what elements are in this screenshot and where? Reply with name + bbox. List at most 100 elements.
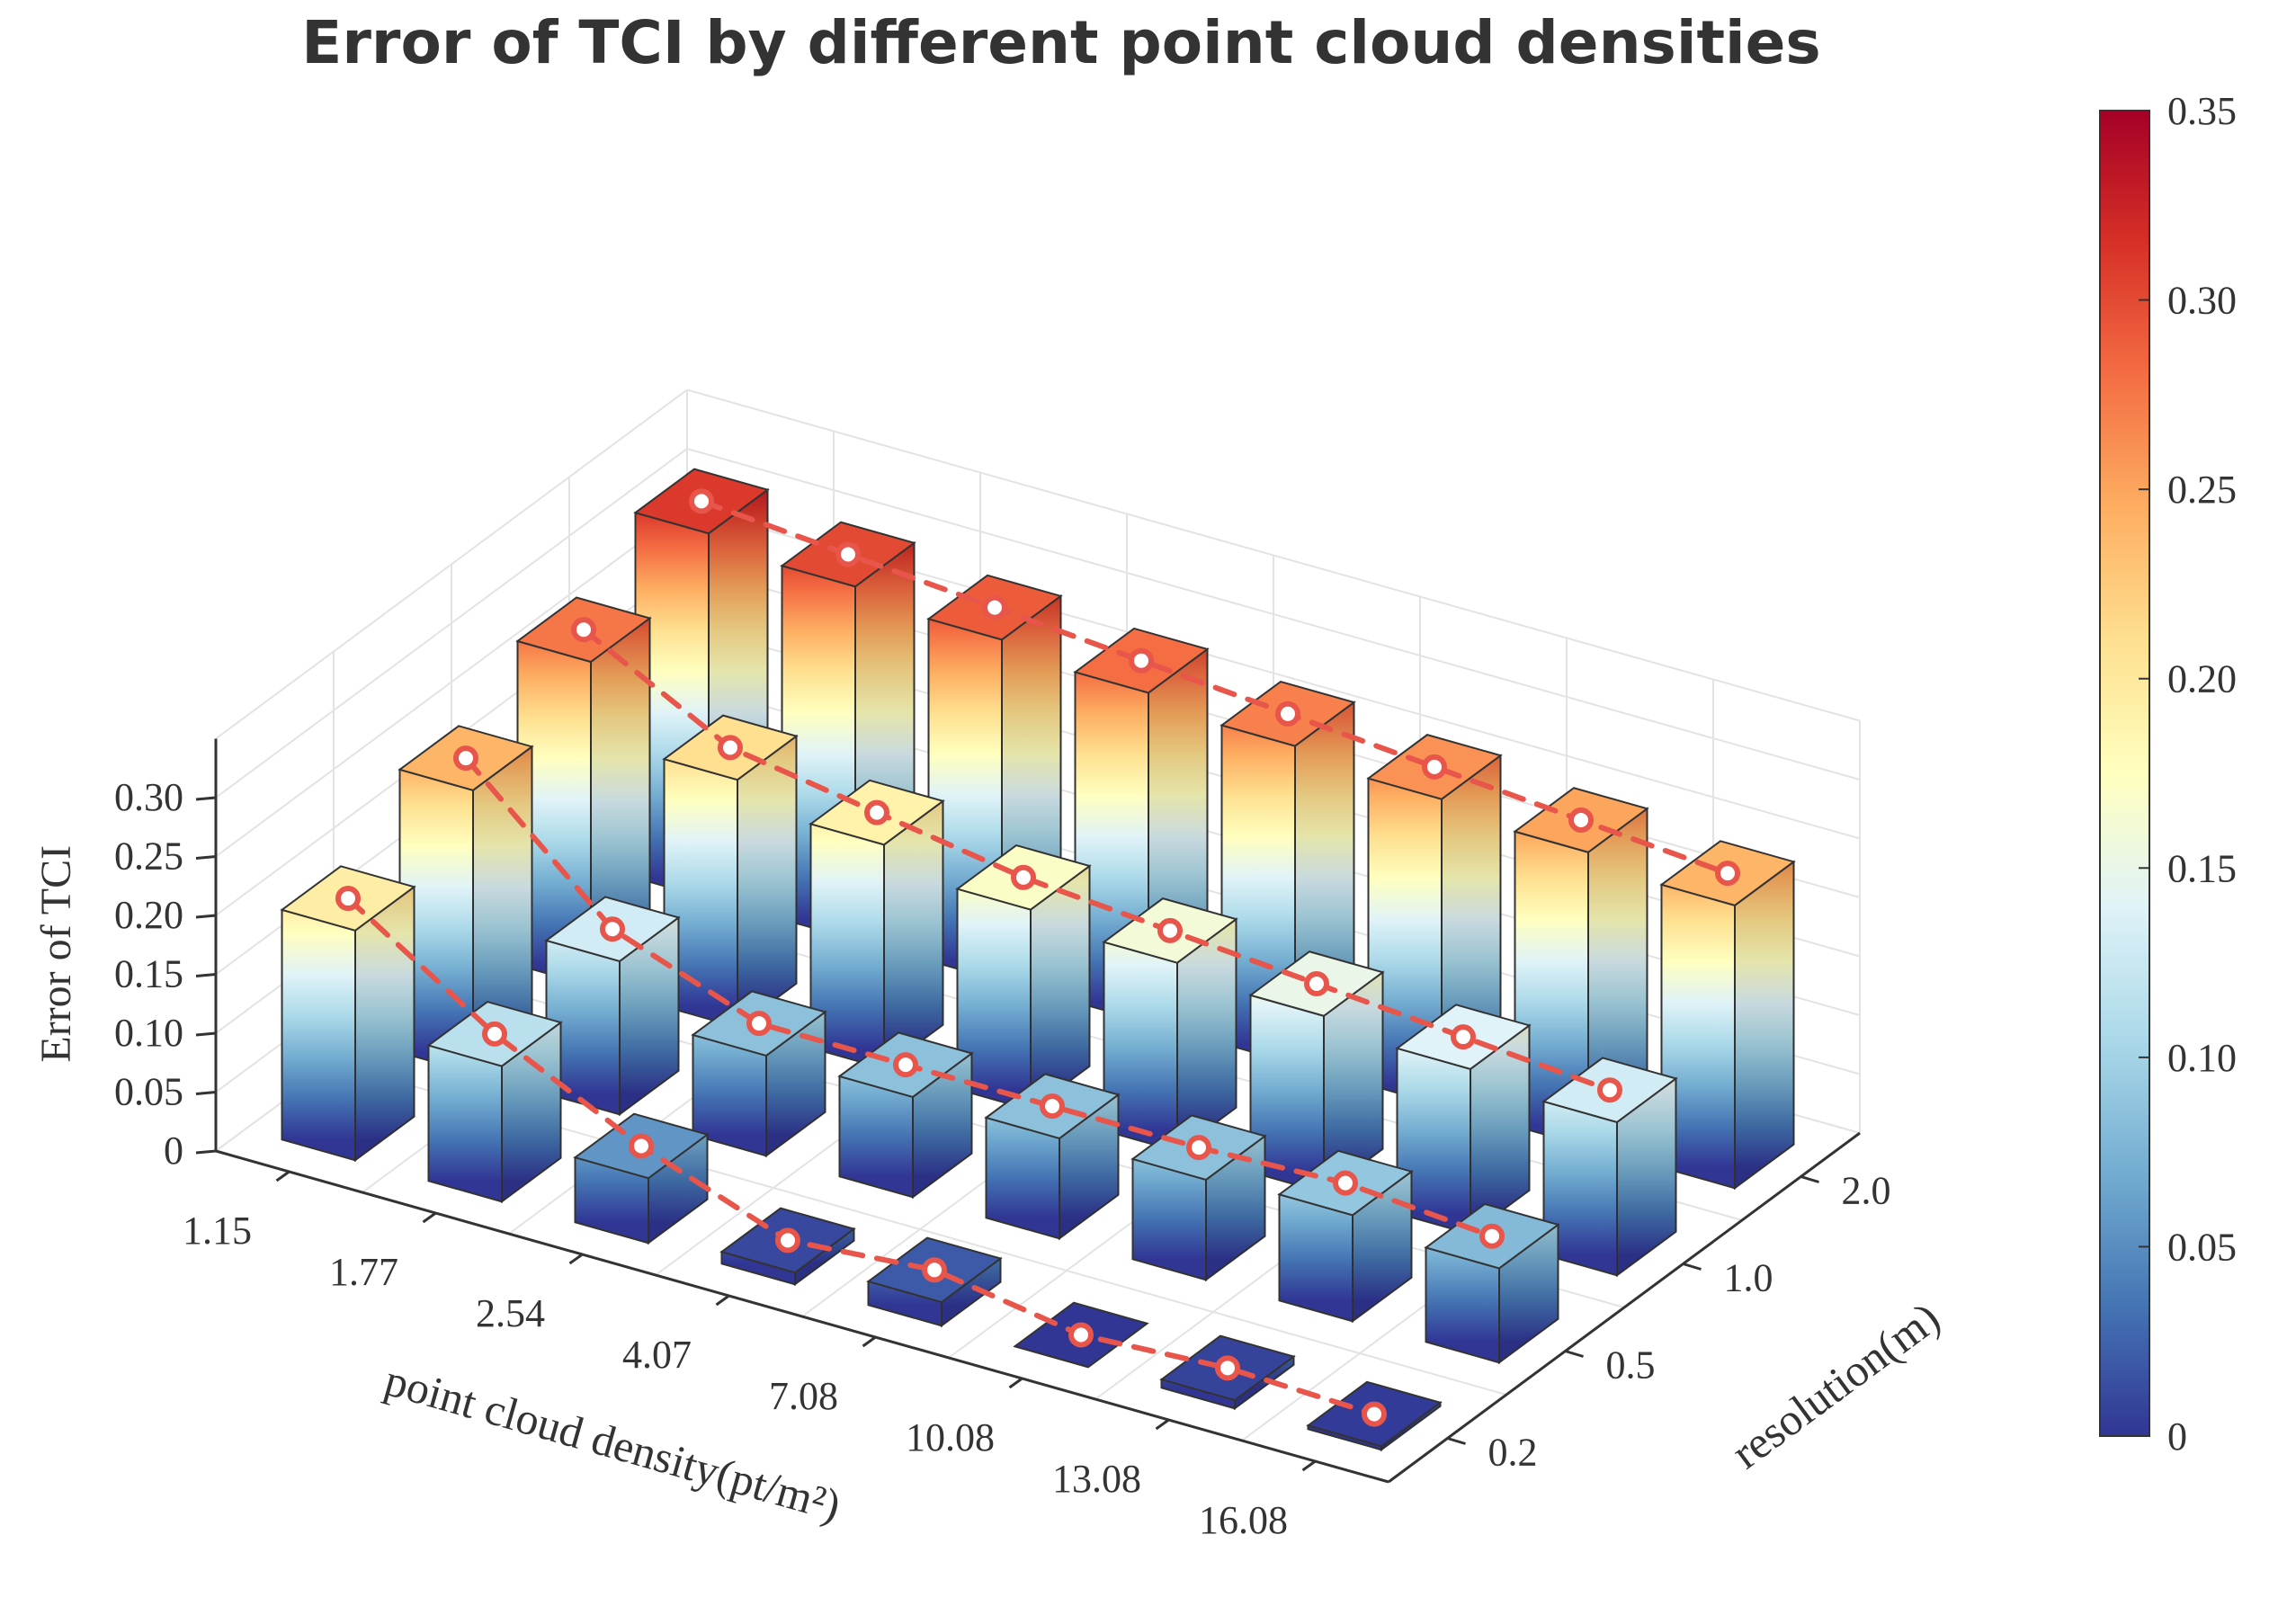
colorbar-tick-label: 0.30 (2167, 279, 2237, 323)
colorbar-tick-label: 0.35 (2167, 89, 2237, 133)
bar-side-shade (913, 1053, 972, 1198)
x-tick-label: 1.15 (183, 1209, 252, 1253)
bar-side-shade (1235, 1356, 1294, 1409)
bar-side-shade (1617, 1078, 1676, 1276)
bar-front-face (1278, 1193, 1353, 1323)
trend-line (581, 627, 1613, 1093)
trend-marker (893, 1052, 918, 1078)
colorbar-tick-label: 0.10 (2167, 1036, 2237, 1080)
z-tick-label: 0.15 (114, 952, 183, 996)
bar-side-shade (1177, 919, 1237, 1152)
trend-marker (1333, 1170, 1358, 1196)
x-tick-label: 2.54 (476, 1291, 545, 1335)
y-tick (1800, 1175, 1819, 1183)
z-tick (195, 796, 217, 801)
y-tick-label: 0.2 (1488, 1431, 1538, 1475)
trend-marker (600, 916, 625, 942)
chart-title: Error of TCI by different point cloud de… (301, 8, 1820, 77)
trend-marker (1715, 861, 1740, 887)
bar (426, 1001, 563, 1204)
x-tick-label: 13.08 (1052, 1457, 1141, 1501)
x-tick (715, 1294, 730, 1307)
trend-marker (629, 1133, 654, 1159)
z-tick-label: 0.10 (114, 1011, 183, 1055)
trend-marker (1597, 1077, 1622, 1103)
bar-side-shade (766, 1012, 826, 1156)
z-tick (195, 973, 217, 977)
x-tick-label: 10.08 (906, 1415, 995, 1459)
bar (573, 1112, 710, 1245)
trend-line (699, 498, 1730, 877)
bar-side-shade (1470, 1025, 1530, 1235)
colorbar-tick-label: 0.20 (2167, 657, 2237, 701)
y-tick (1683, 1263, 1702, 1271)
x-tick-label: 4.07 (622, 1333, 692, 1377)
x-tick (422, 1211, 437, 1224)
bar (662, 714, 799, 1030)
y-tick (1565, 1350, 1584, 1358)
y-tick (1447, 1437, 1466, 1445)
trend-marker (982, 594, 1007, 620)
z-tick (195, 1031, 217, 1037)
trend-marker (1040, 1093, 1065, 1120)
trend-marker (1275, 700, 1300, 727)
colorbar-tick-label: 0.25 (2167, 468, 2237, 512)
bar-side-shade (737, 736, 797, 1028)
y-tick-label: 0.5 (1606, 1343, 1656, 1388)
bar-side-shade (620, 917, 679, 1115)
trend-marker (864, 799, 889, 825)
y-axis-line (1388, 1131, 1861, 1484)
z-tick (195, 1091, 217, 1095)
bar-side-shade (1206, 1136, 1265, 1280)
trend-marker (1362, 1401, 1387, 1427)
z-tick-label: 0 (164, 1129, 183, 1173)
trend-marker (1157, 917, 1183, 943)
colorbar-layer: 0 0.05 0.10 0.15 0.20 0.25 0.30 0.35 (2099, 89, 2237, 1459)
trend-line (463, 755, 1495, 1239)
bar (1102, 897, 1238, 1154)
colorbar (2099, 110, 2150, 1437)
x-tick (1301, 1459, 1317, 1472)
x-tick (568, 1253, 584, 1265)
z-tick (195, 1149, 217, 1155)
trend-marker (571, 617, 596, 643)
trend-marker (775, 1227, 800, 1254)
y-tick-label: 1.0 (1724, 1256, 1773, 1300)
z-tick (195, 855, 217, 860)
bar-side-shade (502, 1022, 561, 1202)
x-axis-line (215, 1149, 1389, 1484)
bar-side-shade (473, 746, 532, 1074)
trend-marker (1186, 1135, 1211, 1161)
bar (1659, 840, 1796, 1191)
bar-side-shade (1324, 972, 1383, 1193)
trend-marker (746, 1011, 772, 1037)
x-tick (1008, 1377, 1023, 1389)
bar-side-shade (1735, 861, 1794, 1189)
z-tick-label: 0.20 (114, 893, 183, 937)
bar-side-shade (942, 1258, 1001, 1326)
z-tick-label: 0.30 (114, 775, 183, 819)
trend-marker (835, 541, 861, 567)
trend-marker (1011, 864, 1036, 890)
bar-side-shade (1059, 1094, 1119, 1239)
bar-side-shade (648, 1134, 708, 1244)
trend-marker (1568, 808, 1594, 833)
trend-marker (1068, 1322, 1094, 1348)
trend-marker (453, 745, 478, 772)
bar (1395, 1004, 1532, 1236)
bar-side-shade (795, 1228, 854, 1285)
trend-marker (1129, 647, 1154, 674)
x-tick (1155, 1418, 1170, 1431)
trend-marker (922, 1257, 947, 1283)
bar (984, 1073, 1121, 1241)
z-tick (195, 914, 217, 919)
bar-side-shade (355, 887, 415, 1161)
trend-marker (718, 735, 743, 761)
trend-layer (335, 488, 1740, 1427)
trend-marker (1422, 754, 1447, 780)
x-tick-label: 7.08 (769, 1374, 838, 1418)
z-axis-label: Error of TCI (32, 845, 80, 1063)
bar-side-shade (1031, 866, 1090, 1111)
